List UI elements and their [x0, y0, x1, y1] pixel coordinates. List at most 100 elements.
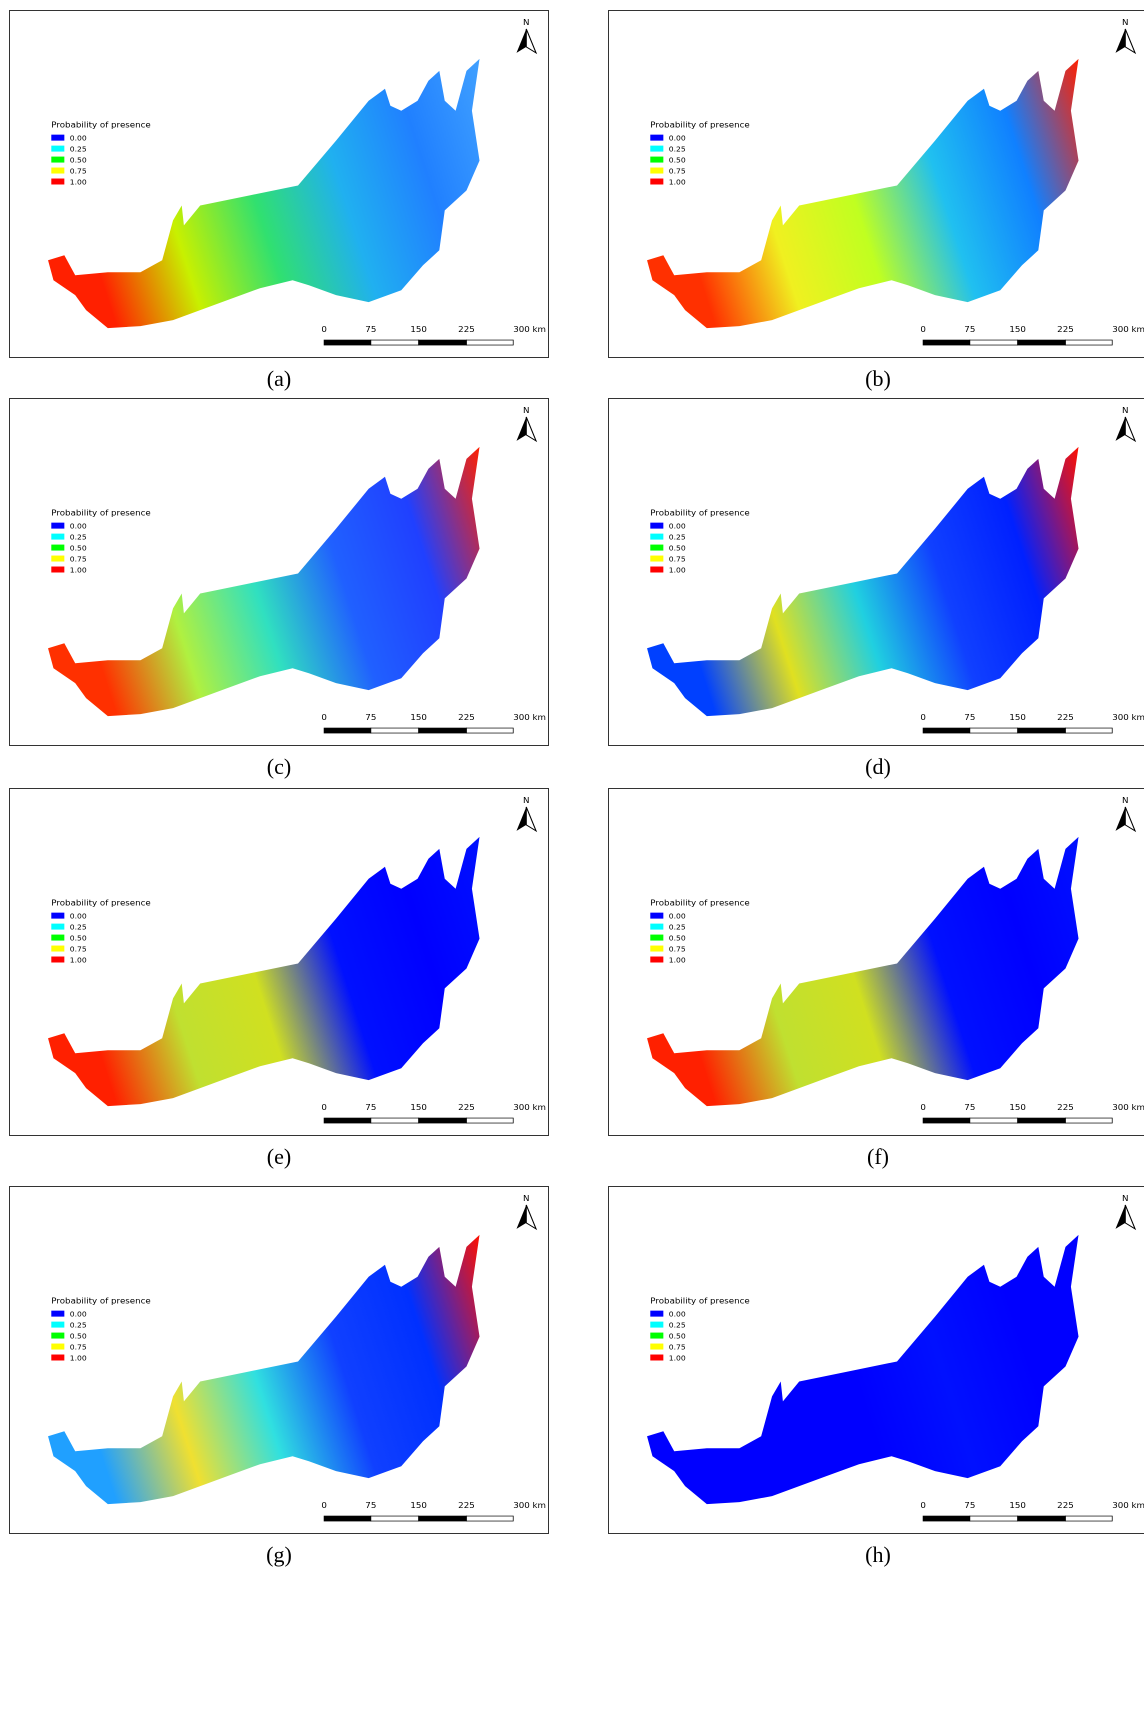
legend-label: 0.75 [70, 167, 87, 176]
north-arrow [525, 416, 538, 443]
legend-label: 0.00 [669, 134, 686, 143]
scale-label: 150 [410, 324, 427, 334]
map-panel: N Probability of presence 0.00 0.25 0.50 0.75… [608, 398, 1144, 746]
legend-label: 0.25 [70, 923, 87, 932]
legend-swatch [51, 1310, 65, 1317]
scale-label: 0 [920, 712, 926, 722]
legend-swatch [51, 145, 65, 152]
scale-segment [1065, 1117, 1113, 1124]
legend-title: Probability of presence [51, 508, 150, 518]
legend-label: 0.00 [70, 1310, 87, 1319]
legend-swatch [51, 1343, 65, 1350]
scale-segment [1017, 1515, 1066, 1522]
scale-label: 0 [321, 324, 327, 334]
scale-label: 300 km [513, 1500, 546, 1510]
north-arrow [1124, 28, 1137, 55]
legend-label: 0.75 [669, 167, 686, 176]
scale-label: 225 [1057, 1102, 1074, 1112]
legend-title: Probability of presence [650, 1296, 749, 1306]
scale-segment [323, 1117, 372, 1124]
map: N Probability of presence 0.00 0.25 0.50 0.75… [9, 788, 549, 1136]
legend-swatch [51, 1354, 65, 1361]
region [647, 1234, 1079, 1505]
scale-label: 0 [920, 1500, 926, 1510]
north-arrow [1124, 806, 1137, 833]
legend-label: 1.00 [669, 178, 686, 187]
region [647, 836, 1079, 1107]
scale-segment [1017, 339, 1066, 346]
legend-label: 0.50 [70, 544, 87, 553]
map: N Probability of presence 0.00 0.25 0.50 0.75… [9, 10, 549, 358]
north-label: N [523, 17, 529, 27]
map-panel: N Probability of presence 0.00 0.25 0.50 0.75… [9, 398, 549, 746]
north-label: N [1122, 795, 1128, 805]
legend-title: Probability of presence [51, 1296, 150, 1306]
scale-segment [466, 1117, 514, 1124]
legend-swatch [650, 134, 664, 141]
legend-label: 0.50 [70, 1332, 87, 1341]
scale-label: 150 [1009, 1102, 1026, 1112]
legend-label: 0.00 [70, 522, 87, 531]
legend-label: 0.00 [70, 134, 87, 143]
scale-segment [1017, 727, 1066, 734]
region [48, 1234, 480, 1505]
legend-swatch [51, 544, 65, 551]
scale-label: 150 [1009, 324, 1026, 334]
scale-label: 150 [410, 1102, 427, 1112]
scale-segment [466, 339, 514, 346]
legend-label: 0.75 [669, 555, 686, 564]
scale-segment [323, 339, 372, 346]
scale-segment [969, 339, 1019, 346]
legend-swatch [51, 156, 65, 163]
north-arrow [525, 28, 538, 55]
scale-segment [418, 339, 467, 346]
legend-swatch [650, 956, 664, 963]
legend-title: Probability of presence [650, 508, 749, 518]
scale-label: 0 [321, 712, 327, 722]
scale-segment [466, 1515, 514, 1522]
legend-swatch [650, 923, 664, 930]
legend-label: 1.00 [70, 566, 87, 575]
scale-segment [370, 727, 420, 734]
scale-label: 150 [1009, 712, 1026, 722]
scale-label: 225 [458, 324, 475, 334]
legend-label: 0.75 [669, 1343, 686, 1352]
scale-label: 300 km [1112, 1102, 1144, 1112]
legend-swatch [51, 1321, 65, 1328]
scale-segment [1017, 1117, 1066, 1124]
scale-label: 300 km [1112, 324, 1144, 334]
legend-swatch [650, 1321, 664, 1328]
legend-swatch [51, 934, 65, 941]
legend-swatch [51, 923, 65, 930]
legend-swatch [51, 566, 65, 573]
scale-label: 225 [1057, 1500, 1074, 1510]
region [647, 58, 1079, 329]
legend-swatch [650, 522, 664, 529]
scale-label: 75 [365, 712, 376, 722]
scale-label: 0 [920, 1102, 926, 1112]
north-label: N [523, 1193, 529, 1203]
north-label: N [1122, 1193, 1128, 1203]
legend-label: 1.00 [70, 956, 87, 965]
scale-label: 225 [458, 712, 475, 722]
panel-caption: (a) [266, 366, 292, 391]
map-panel: N Probability of presence 0.00 0.25 0.50 0.75… [608, 1186, 1144, 1534]
legend-label: 0.25 [70, 1321, 87, 1330]
scale-label: 150 [410, 712, 427, 722]
panel-caption: (c) [266, 754, 292, 779]
legend-swatch [650, 566, 664, 573]
legend-swatch [51, 178, 65, 185]
north-arrow [1115, 416, 1126, 441]
map: N Probability of presence 0.00 0.25 0.50 0.75… [9, 1186, 549, 1534]
scale-segment [418, 727, 467, 734]
legend-label: 0.00 [669, 912, 686, 921]
map: N Probability of presence 0.00 0.25 0.50 0.75… [608, 788, 1144, 1136]
legend-label: 0.25 [70, 145, 87, 154]
scale-segment [466, 727, 514, 734]
scale-label: 300 km [513, 324, 546, 334]
legend-label: 0.50 [70, 934, 87, 943]
legend-swatch [650, 934, 664, 941]
legend-swatch [51, 956, 65, 963]
map: N Probability of presence 0.00 0.25 0.50 0.75… [608, 10, 1144, 358]
scale-segment [969, 1515, 1019, 1522]
